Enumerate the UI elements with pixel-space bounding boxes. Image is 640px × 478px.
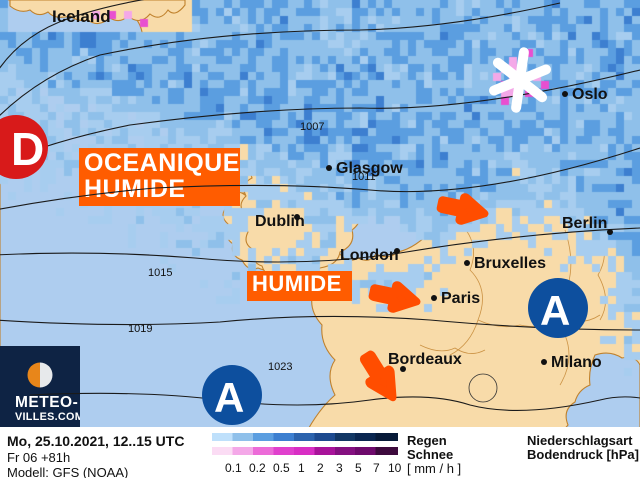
svg-text:D: D (11, 123, 44, 175)
svg-text:London: London (340, 247, 399, 264)
svg-text:1007: 1007 (300, 121, 324, 133)
svg-text:Berlin: Berlin (562, 215, 607, 232)
svg-text:A: A (214, 374, 244, 421)
svg-text:Iceland: Iceland (52, 7, 111, 26)
svg-text:A: A (540, 287, 570, 334)
svg-text:Bordeaux: Bordeaux (388, 351, 462, 368)
svg-text:1019: 1019 (128, 323, 152, 335)
svg-text:1015: 1015 (148, 267, 172, 279)
svg-text:Paris: Paris (441, 290, 480, 307)
svg-text:Bruxelles: Bruxelles (474, 255, 546, 272)
svg-text:Milano: Milano (551, 354, 602, 371)
svg-text:Glasgow: Glasgow (336, 160, 403, 177)
svg-text:Dublin: Dublin (255, 213, 305, 230)
svg-text:Oslo: Oslo (572, 86, 608, 103)
svg-text:1023: 1023 (268, 361, 292, 373)
